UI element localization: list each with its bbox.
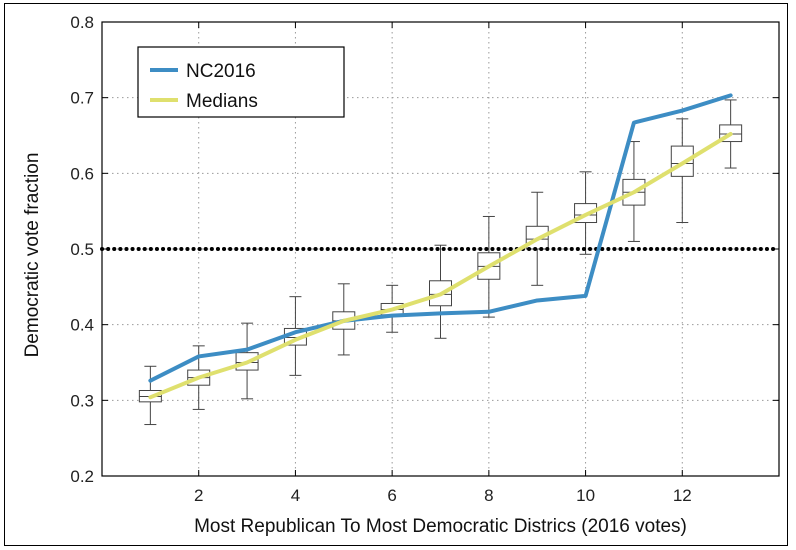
legend-label-medians: Medians <box>186 91 258 112</box>
legend: NC2016 Medians <box>137 46 345 118</box>
legend-label-nc2016: NC2016 <box>186 61 256 82</box>
y-tick-label: 0.6 <box>70 164 94 183</box>
y-tick-label: 0.4 <box>70 316 94 335</box>
y-axis-label: Democratic vote fraction <box>22 153 43 358</box>
figure-frame <box>4 3 788 546</box>
x-tick-label: 6 <box>387 486 396 505</box>
series-line-medians <box>148 131 733 400</box>
x-tick-label: 2 <box>194 486 203 505</box>
x-tick-label: 4 <box>291 486 300 505</box>
x-tick-label: 12 <box>673 486 692 505</box>
x-tick-label: 8 <box>484 486 493 505</box>
x-axis-label: Most Republican To Most Democratic Distr… <box>194 516 687 537</box>
series-line-nc2016 <box>148 93 733 383</box>
y-tick-label: 0.7 <box>70 89 94 108</box>
y-tick-label: 0.5 <box>70 240 94 259</box>
y-tick-label: 0.2 <box>70 467 94 486</box>
x-tick-label: 10 <box>576 486 595 505</box>
y-tick-label: 0.3 <box>70 391 94 410</box>
ticks: 2 4 6 8 10 12 0.2 0.3 0.4 0.5 0.6 0.7 0.8 <box>70 13 779 505</box>
y-tick-label: 0.8 <box>70 13 94 32</box>
series-lines <box>148 93 733 400</box>
legend-box <box>137 46 345 118</box>
